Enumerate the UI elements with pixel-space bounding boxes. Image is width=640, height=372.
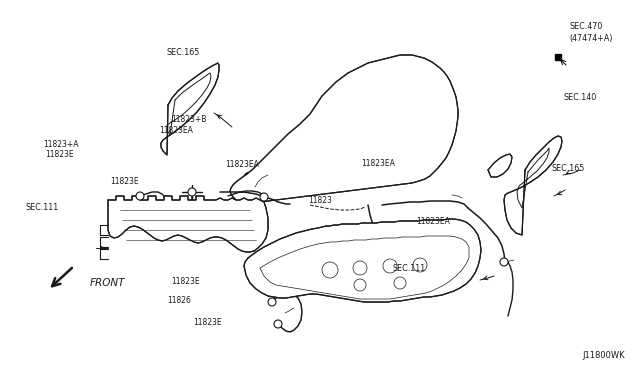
Circle shape xyxy=(500,258,508,266)
Circle shape xyxy=(354,279,366,291)
Text: 11823+B: 11823+B xyxy=(172,115,207,124)
Text: 11826: 11826 xyxy=(168,296,191,305)
Text: SEC.140: SEC.140 xyxy=(563,93,596,102)
Text: SEC.165: SEC.165 xyxy=(166,48,200,57)
Text: 11823E: 11823E xyxy=(172,278,200,286)
Text: 11823E: 11823E xyxy=(45,150,74,159)
Text: SEC.111: SEC.111 xyxy=(393,264,426,273)
Polygon shape xyxy=(161,63,219,155)
Circle shape xyxy=(322,262,338,278)
Text: SEC.165: SEC.165 xyxy=(552,164,585,173)
Circle shape xyxy=(274,320,282,328)
Circle shape xyxy=(394,277,406,289)
Text: 11823+A: 11823+A xyxy=(43,140,78,149)
Polygon shape xyxy=(108,196,268,252)
Polygon shape xyxy=(488,154,512,177)
Text: SEC.111: SEC.111 xyxy=(26,203,59,212)
Text: (47474+A): (47474+A) xyxy=(570,34,613,43)
Text: FRONT: FRONT xyxy=(90,279,125,288)
Text: J11800WK: J11800WK xyxy=(582,351,625,360)
Circle shape xyxy=(353,261,367,275)
Text: 11823E: 11823E xyxy=(110,177,139,186)
Circle shape xyxy=(188,188,196,196)
Text: 11823EA: 11823EA xyxy=(225,160,259,169)
Polygon shape xyxy=(230,55,458,203)
Circle shape xyxy=(260,193,268,201)
Text: 11823EA: 11823EA xyxy=(416,217,450,226)
Circle shape xyxy=(136,192,144,200)
Text: 11823E: 11823E xyxy=(193,318,222,327)
Text: 11823EA: 11823EA xyxy=(159,126,193,135)
Polygon shape xyxy=(504,136,562,235)
Circle shape xyxy=(383,259,397,273)
Text: 11823: 11823 xyxy=(308,196,332,205)
Circle shape xyxy=(413,258,427,272)
Circle shape xyxy=(268,298,276,306)
Polygon shape xyxy=(244,219,481,302)
Text: 11823EA: 11823EA xyxy=(362,159,396,168)
Text: SEC.470: SEC.470 xyxy=(570,22,603,31)
